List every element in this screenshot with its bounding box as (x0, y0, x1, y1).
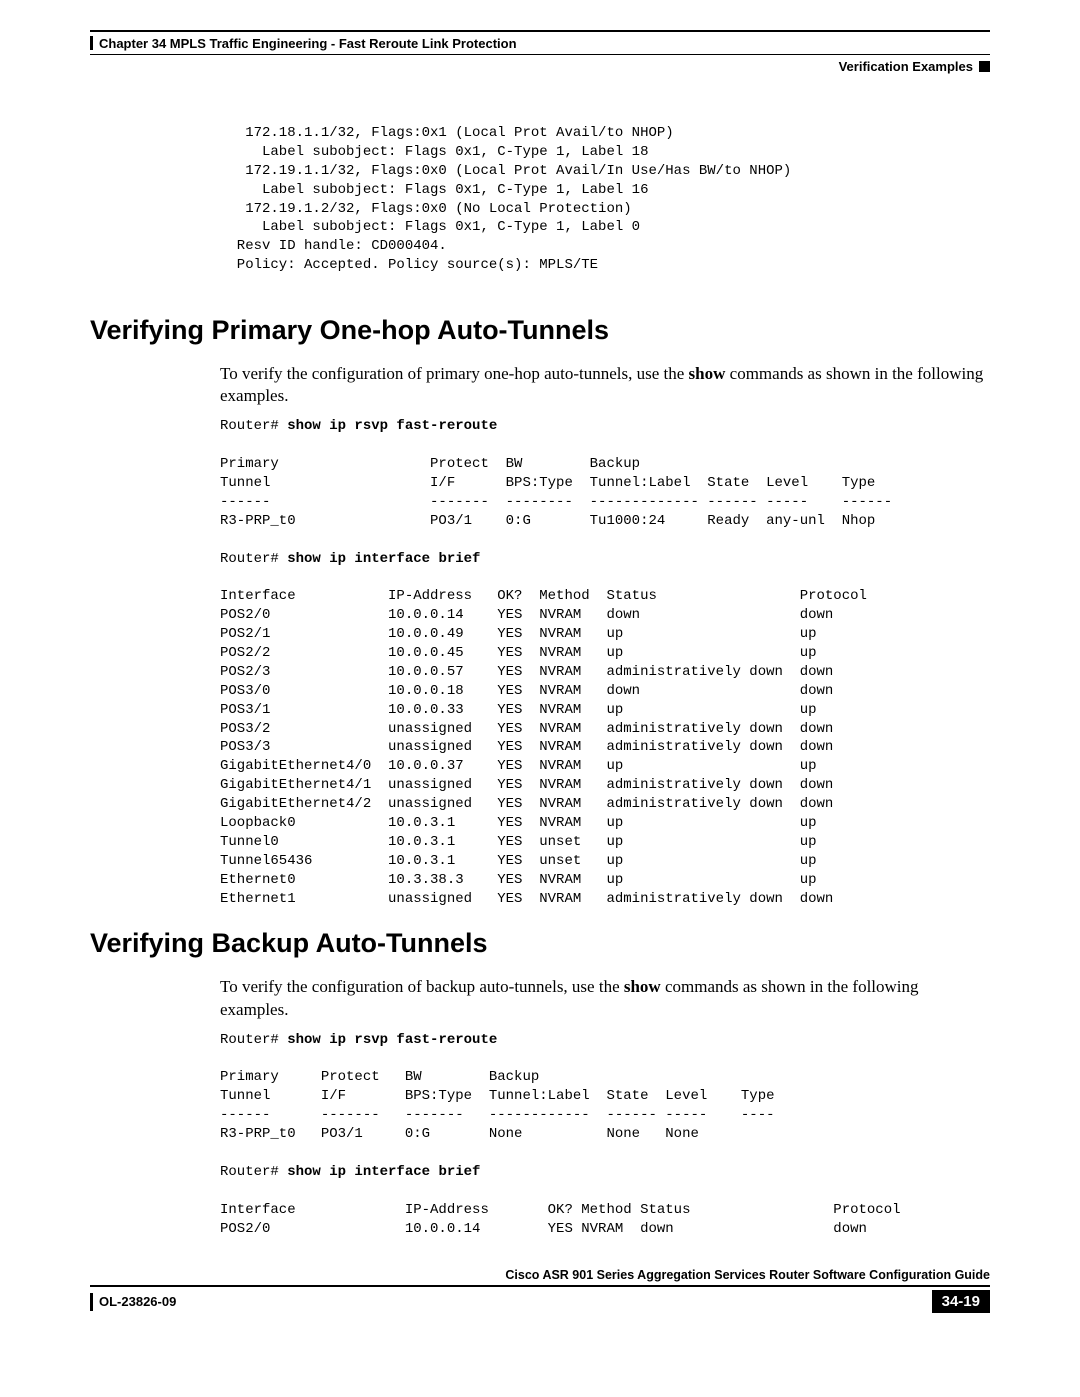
section1-intro: To verify the configuration of primary o… (220, 363, 990, 407)
footer-guide: Cisco ASR 901 Series Aggregation Service… (90, 1268, 990, 1287)
section2-table2: Interface IP-Address OK? Method Status P… (220, 1202, 901, 1237)
section-label: Verification Examples (839, 59, 973, 74)
chapter-label: Chapter 34 MPLS Traffic Engineering - Fa… (99, 36, 517, 51)
header-row: Chapter 34 MPLS Traffic Engineering - Fa… (90, 36, 990, 50)
section1-table1: Primary Protect BW Backup Tunnel I/F BPS… (220, 456, 892, 529)
code-block-top: 172.18.1.1/32, Flags:0x1 (Local Prot Ava… (220, 124, 990, 275)
cmd1-text: show ip rsvp fast-reroute (287, 418, 497, 434)
subheader-row: Verification Examples (90, 54, 990, 74)
section2-intro-pre: To verify the configuration of backup au… (220, 977, 624, 996)
section2-table1: Primary Protect BW Backup Tunnel I/F BPS… (220, 1069, 775, 1142)
section2-heading: Verifying Backup Auto-Tunnels (90, 928, 990, 959)
cmd2-prompt: Router# (220, 551, 287, 567)
s2-cmd2-text: show ip interface brief (287, 1164, 480, 1180)
section2-cmd1: Router# show ip rsvp fast-reroute Primar… (220, 1031, 990, 1239)
s2-cmd1-prompt: Router# (220, 1032, 287, 1048)
s2-cmd1-text: show ip rsvp fast-reroute (287, 1032, 497, 1048)
section1-intro-bold: show (689, 364, 726, 383)
header-left: Chapter 34 MPLS Traffic Engineering - Fa… (90, 36, 517, 50)
footer: Cisco ASR 901 Series Aggregation Service… (90, 1268, 990, 1313)
top-rule (90, 30, 990, 32)
section2-intro: To verify the configuration of backup au… (220, 976, 990, 1020)
header-square-icon (979, 61, 990, 72)
section1-cmd1: Router# show ip rsvp fast-reroute Primar… (220, 417, 990, 908)
cmd2-text: show ip interface brief (287, 551, 480, 567)
section1-intro-pre: To verify the configuration of primary o… (220, 364, 689, 383)
footer-left-bar-icon (90, 1293, 93, 1311)
footer-left: OL-23826-09 (90, 1293, 176, 1311)
section2-intro-bold: show (624, 977, 661, 996)
cmd1-prompt: Router# (220, 418, 287, 434)
document-page: Chapter 34 MPLS Traffic Engineering - Fa… (0, 0, 1080, 1343)
page-number: 34-19 (932, 1290, 990, 1313)
footer-row: OL-23826-09 34-19 (90, 1290, 990, 1313)
s2-cmd2-prompt: Router# (220, 1164, 287, 1180)
section1-table2: Interface IP-Address OK? Method Status P… (220, 588, 867, 906)
footer-docid: OL-23826-09 (99, 1294, 176, 1309)
section1-heading: Verifying Primary One-hop Auto-Tunnels (90, 315, 990, 346)
